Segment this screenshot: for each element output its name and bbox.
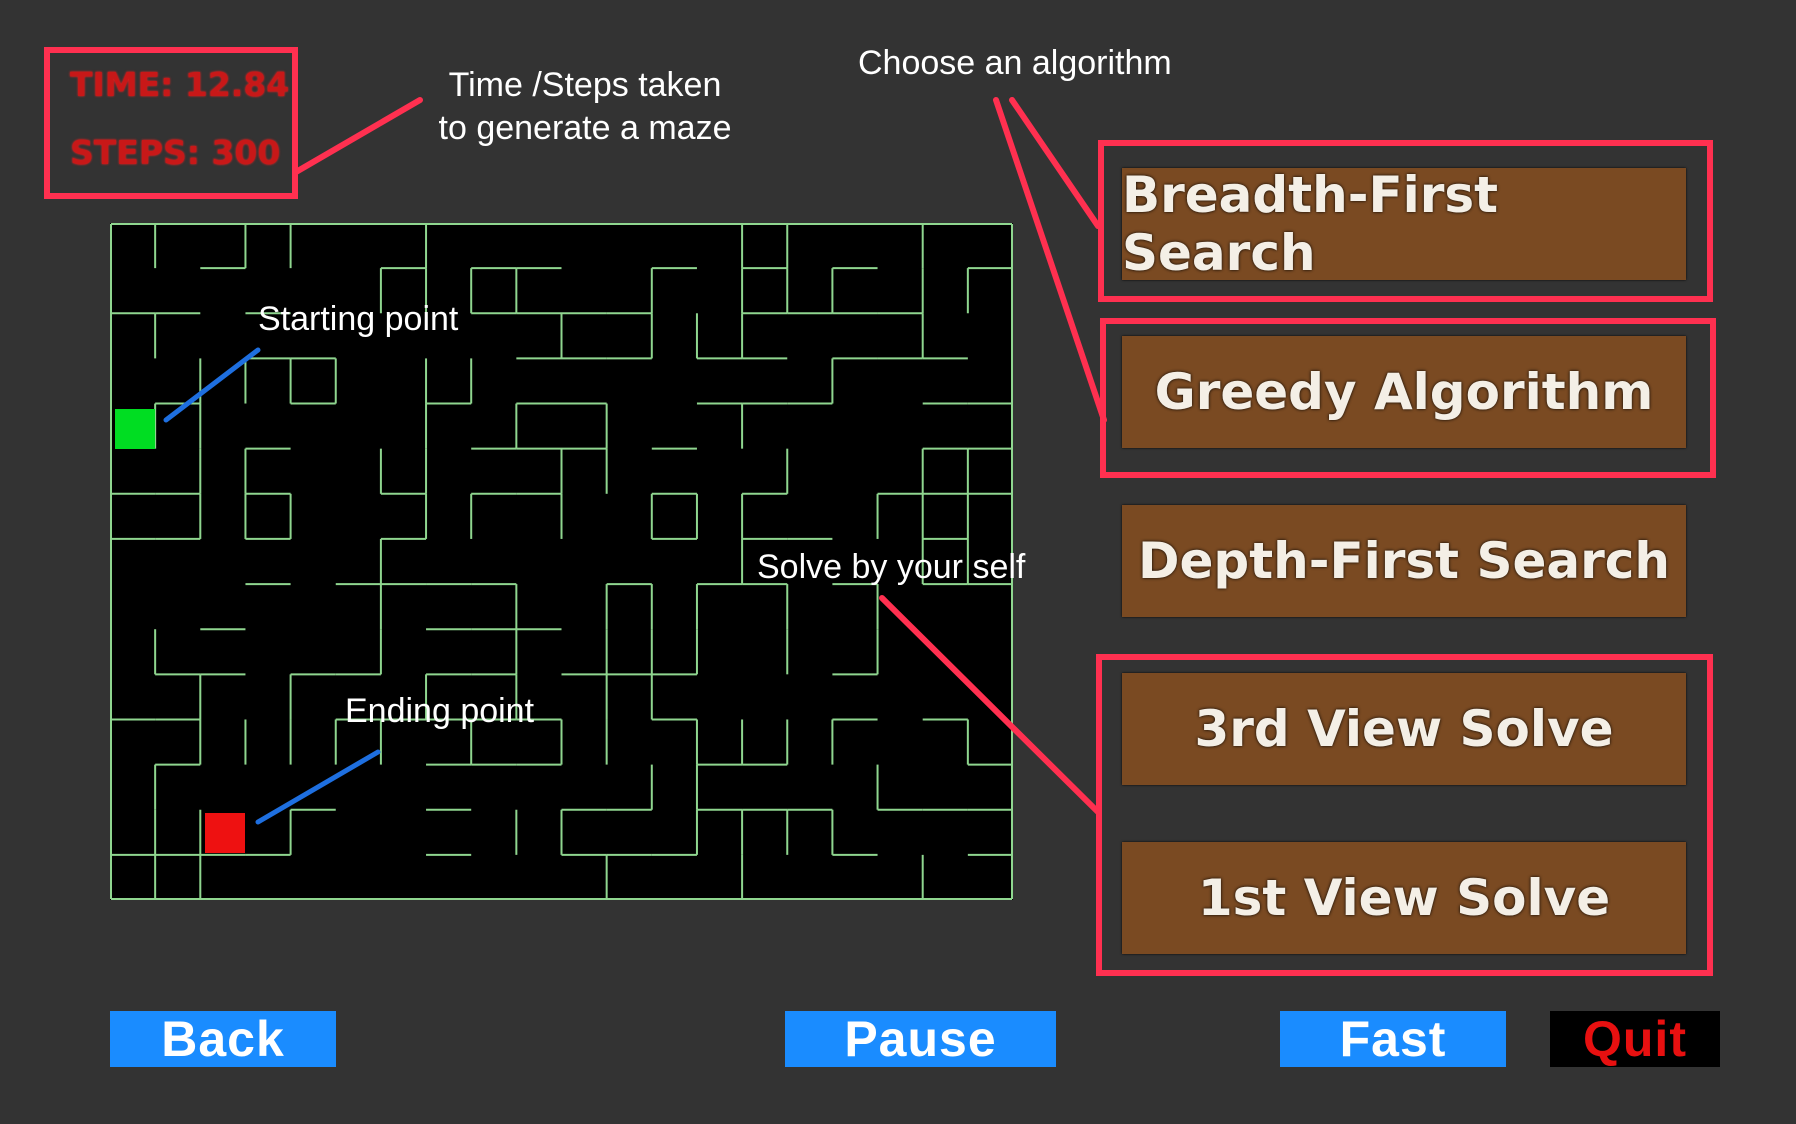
bfs-button[interactable]: Breadth-First Search: [1122, 166, 1686, 282]
time-steps-annotation-line1: Time /Steps taken: [448, 66, 722, 104]
time-steps-annotation: Time /Steps taken to generate a maze: [420, 64, 750, 149]
end-marker: [205, 813, 245, 853]
algorithm-pointer-bfs: [1009, 97, 1101, 229]
stats-panel: TIME: 12.84 STEPS: 300: [44, 47, 298, 199]
solve-yourself-annotation: Solve by your self: [757, 548, 1026, 586]
greedy-button[interactable]: Greedy Algorithm: [1122, 336, 1686, 448]
quit-button[interactable]: Quit: [1550, 1011, 1720, 1067]
time-readout: TIME: 12.84: [70, 65, 290, 104]
start-marker: [115, 409, 155, 449]
third-view-solve-button[interactable]: 3rd View Solve: [1122, 673, 1686, 785]
steps-readout: STEPS: 300: [70, 133, 281, 172]
choose-algorithm-annotation: Choose an algorithm: [858, 44, 1172, 82]
dfs-button[interactable]: Depth-First Search: [1122, 505, 1686, 617]
starting-point-annotation: Starting point: [258, 300, 459, 338]
time-steps-pointer: [293, 97, 423, 175]
maze-walls: [110, 223, 1013, 900]
view-solve-highlight-frame: [1096, 654, 1713, 976]
ending-point-annotation: Ending point: [345, 692, 535, 730]
pause-button[interactable]: Pause: [785, 1011, 1056, 1067]
first-view-solve-button[interactable]: 1st View Solve: [1122, 842, 1686, 954]
fast-button[interactable]: Fast: [1280, 1011, 1506, 1067]
time-steps-annotation-line2: to generate a maze: [438, 108, 732, 147]
back-button[interactable]: Back: [110, 1011, 336, 1067]
